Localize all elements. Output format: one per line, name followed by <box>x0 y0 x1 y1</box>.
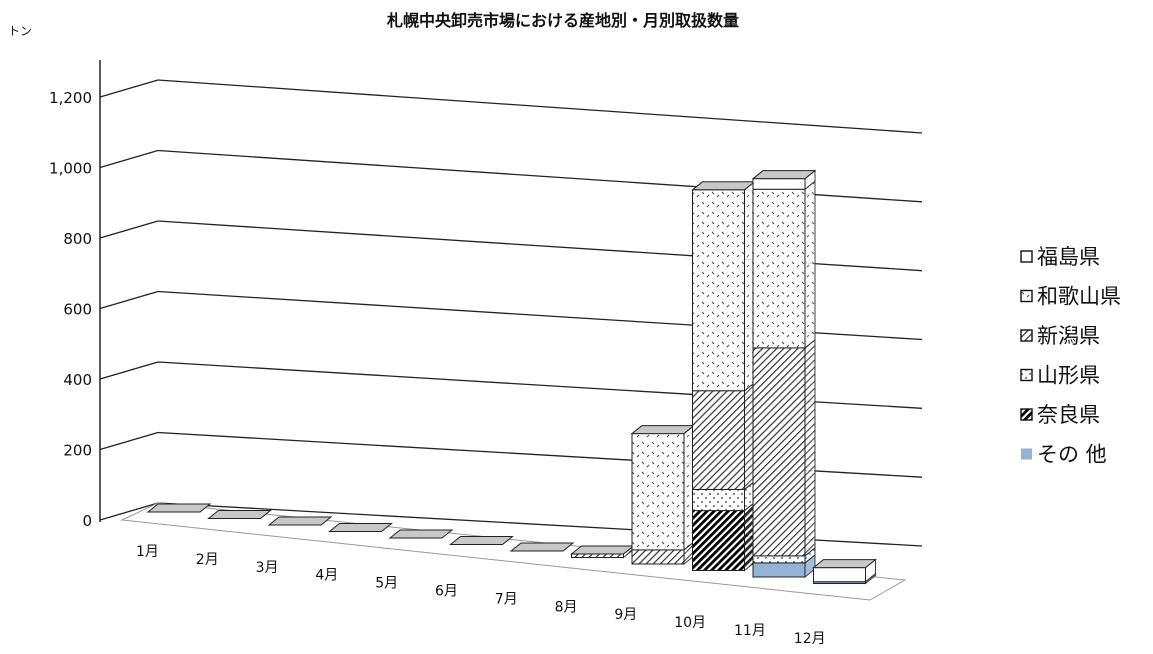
gridline-diag <box>99 79 159 98</box>
gridline-diag <box>99 220 159 239</box>
gridline-diag <box>99 290 159 310</box>
gridline-diag <box>99 431 159 451</box>
legend-label: 山形県 <box>1037 364 1100 388</box>
legend-label: その 他 <box>1037 443 1107 467</box>
bar-segment-新潟県 <box>571 553 624 558</box>
y-tick-label: 1,000 <box>49 160 92 178</box>
x-tick-label: 2月 <box>196 552 219 568</box>
y-tick-label: 400 <box>63 371 92 389</box>
x-axis-labels: 1月 2月 3月 4月 5月 6月 7月 8月 9月 10月 11月 12月 <box>136 544 826 647</box>
bar-top <box>509 542 575 552</box>
bar-top <box>207 510 272 519</box>
x-tick-label: 11月 <box>734 623 766 639</box>
x-tick-label: 6月 <box>435 584 458 600</box>
bar-segment-新潟県 <box>631 549 685 565</box>
legend-swatch <box>1020 250 1033 263</box>
y-tick-label: 800 <box>63 230 92 248</box>
bar-top <box>388 529 454 539</box>
bar-segment-山形県 <box>692 488 745 512</box>
bar-segment-和歌山県 <box>631 433 685 551</box>
bar-side <box>804 338 816 557</box>
bar-segment-和歌山県 <box>692 189 745 392</box>
bar-segment-奈良県 <box>692 510 745 572</box>
y-tick-label: 1,200 <box>49 89 92 107</box>
chart-title: 札幌中央卸売市場における産地別・月別取扱数量 <box>386 11 739 30</box>
bar-top <box>328 523 393 532</box>
legend-label: 福島県 <box>1037 245 1100 269</box>
x-tick-label: 1月 <box>136 544 159 560</box>
bar-top <box>812 559 877 569</box>
bar-top <box>267 516 333 526</box>
bar-top <box>570 545 635 555</box>
x-tick-label: 4月 <box>315 568 338 584</box>
bar-segment-新潟県 <box>692 390 745 490</box>
legend-swatch <box>1020 329 1033 342</box>
x-tick-label: 8月 <box>555 599 578 615</box>
bar-side <box>804 180 816 349</box>
y-tick-label: 200 <box>63 442 92 460</box>
x-tick-label: 7月 <box>495 591 518 607</box>
x-tick-label: 5月 <box>375 576 398 592</box>
y-unit-label: トン <box>8 24 32 38</box>
legend-label: 奈良県 <box>1037 403 1100 427</box>
gridline-diag <box>99 149 159 169</box>
legend-swatch <box>1020 289 1033 303</box>
gridline-diag <box>99 502 159 521</box>
bar-segment-福島県 <box>813 567 866 583</box>
bar-top <box>449 536 514 545</box>
y-tick-label: 0 <box>82 512 92 530</box>
x-tick-label: 3月 <box>256 560 279 576</box>
bar-top <box>630 425 696 435</box>
gridline-diag <box>99 361 159 380</box>
bar-segment-福島県 <box>752 178 806 190</box>
x-tick-label: 9月 <box>614 607 637 623</box>
bar-segment-山形県 <box>752 555 806 564</box>
legend-label: 和歌山県 <box>1037 285 1121 309</box>
legend-swatch <box>1020 408 1033 421</box>
x-tick-label: 12月 <box>794 631 826 647</box>
gridline <box>157 79 923 134</box>
legend-swatch <box>1021 448 1032 460</box>
x-tick-label: 10月 <box>674 615 706 631</box>
bar-top <box>146 503 212 513</box>
bar-segment-和歌山県 <box>752 188 806 349</box>
bars <box>146 169 877 585</box>
bar-top <box>751 170 817 180</box>
bar-segment-新潟県 <box>752 347 806 557</box>
bar-segment-その他 <box>752 562 806 578</box>
y-axis: 0 200 400 600 800 1,000 1,200 <box>49 60 101 530</box>
bar-top <box>691 181 756 191</box>
legend-swatch <box>1020 368 1033 382</box>
y-tick-label: 600 <box>63 301 92 319</box>
legend-label: 新潟県 <box>1037 324 1100 348</box>
